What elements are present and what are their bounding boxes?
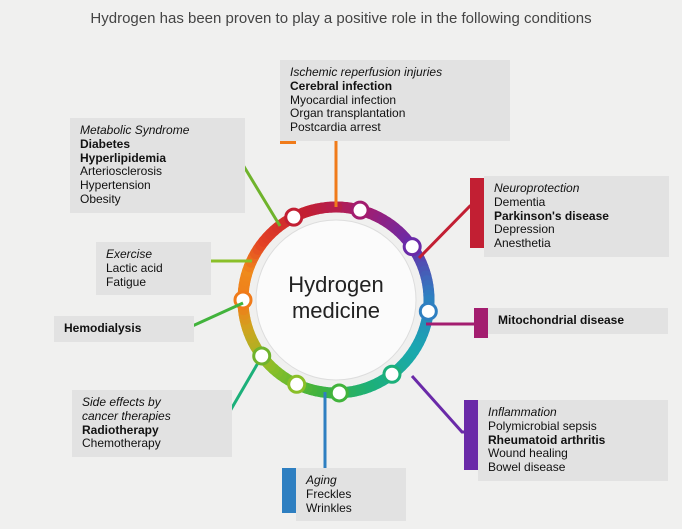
topic-line: Hemodialysis	[64, 322, 184, 336]
topic-line: Inflammation	[488, 406, 658, 420]
topic-box-ischemic: Ischemic reperfusion injuriesCerebral in…	[280, 60, 510, 141]
topic-box-cancer: Side effects bycancer therapiesRadiother…	[72, 390, 232, 457]
topic-line: Side effects by	[82, 396, 222, 410]
topic-line: Polymicrobial sepsis	[488, 420, 658, 434]
topic-line: Aging	[306, 474, 396, 488]
topic-box-neuro: NeuroprotectionDementiaParkinson's disea…	[484, 176, 669, 257]
topic-line: Dementia	[494, 196, 659, 210]
topic-line: Organ transplantation	[290, 107, 500, 121]
topic-line: Postcardia arrest	[290, 121, 500, 135]
topic-line: cancer therapies	[82, 410, 222, 424]
topic-box-mito: Mitochondrial disease	[488, 308, 668, 334]
topic-line: Exercise	[106, 248, 201, 262]
topic-box-inflam: InflammationPolymicrobial sepsisRheumato…	[478, 400, 668, 481]
topic-line: Bowel disease	[488, 461, 658, 475]
topic-line: Radiotherapy	[82, 424, 222, 438]
center-label: Hydrogenmedicine	[256, 272, 416, 324]
topic-line: Hyperlipidemia	[80, 152, 235, 166]
topic-line: Cerebral infection	[290, 80, 500, 94]
topic-line: Freckles	[306, 488, 396, 502]
topic-line: Parkinson's disease	[494, 210, 659, 224]
topic-line: Anesthetia	[494, 237, 659, 251]
topic-line: Mitochondrial disease	[498, 314, 658, 328]
topic-line: Lactic acid	[106, 262, 201, 276]
topic-line: Fatigue	[106, 276, 201, 290]
topic-box-metabolic: Metabolic SyndromeDiabetesHyperlipidemia…	[70, 118, 245, 213]
topic-line: Arteriosclerosis	[80, 165, 235, 179]
topic-box-hemo: Hemodialysis	[54, 316, 194, 342]
topic-line: Myocardial infection	[290, 94, 500, 108]
topic-line: Neuroprotection	[494, 182, 659, 196]
topic-line: Ischemic reperfusion injuries	[290, 66, 500, 80]
topic-line: Chemotherapy	[82, 437, 222, 451]
topic-line: Rheumatoid arthritis	[488, 434, 658, 448]
topic-line: Hypertension	[80, 179, 235, 193]
topic-line: Wound healing	[488, 447, 658, 461]
topic-line: Metabolic Syndrome	[80, 124, 235, 138]
topic-box-exercise: ExerciseLactic acidFatigue	[96, 242, 211, 295]
topic-line: Depression	[494, 223, 659, 237]
topic-line: Wrinkles	[306, 502, 396, 516]
topic-box-aging: AgingFrecklesWrinkles	[296, 468, 406, 521]
topic-line: Diabetes	[80, 138, 235, 152]
topic-line: Obesity	[80, 193, 235, 207]
